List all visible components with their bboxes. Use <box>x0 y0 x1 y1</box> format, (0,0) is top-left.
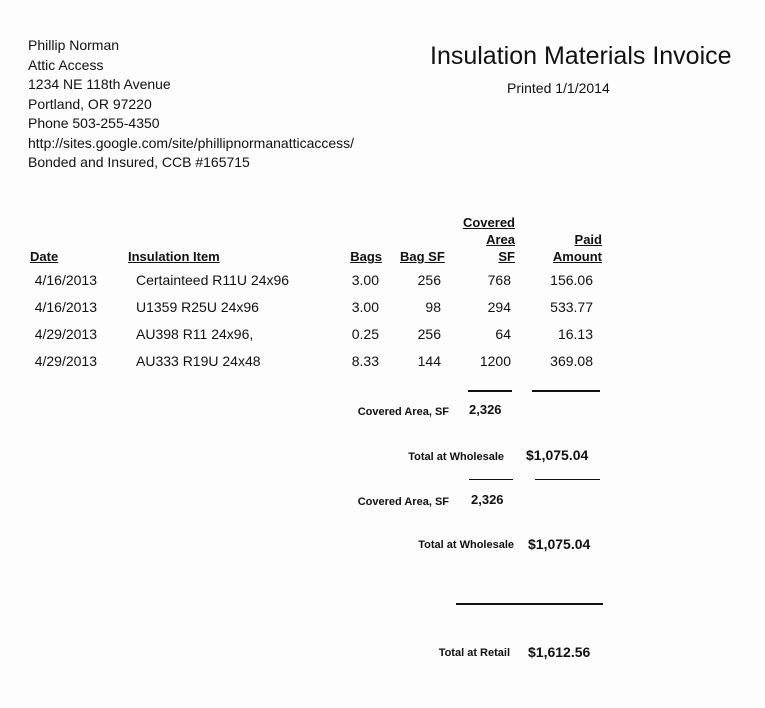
column-header: Date <box>30 249 59 264</box>
table-cell: 4/29/2013 <box>34 353 97 369</box>
table-cell: AU398 R11 24x96, <box>136 326 254 342</box>
rule <box>469 479 513 480</box>
summary-value: 2,326 <box>469 402 502 417</box>
table-cell: 64 <box>495 326 511 342</box>
table-cell: 3.00 <box>351 272 379 288</box>
company-line: Phillip Norman <box>28 37 120 53</box>
table-cell: 3.00 <box>351 299 379 315</box>
table-cell: U1359 R25U 24x96 <box>136 299 259 315</box>
table-cell: 369.08 <box>550 353 593 369</box>
table-cell: 256 <box>417 272 441 288</box>
column-header: Bags <box>350 249 382 264</box>
summary-label: Covered Area, SF <box>357 406 449 418</box>
table-cell: 144 <box>417 353 441 369</box>
table-cell: 16.13 <box>557 326 593 342</box>
table-cell: 533.77 <box>550 299 593 315</box>
table-cell: 256 <box>417 326 441 342</box>
table-cell: 156.06 <box>550 272 593 288</box>
table-cell: 0.25 <box>351 326 379 342</box>
table-cell: AU333 R19U 24x48 <box>136 353 261 369</box>
rule <box>468 390 512 392</box>
company-line: Phone 503-255-4350 <box>28 115 160 131</box>
summary-label: Total at Retail <box>438 647 510 659</box>
company-line: Attic Access <box>28 56 104 73</box>
column-header: Covered Area SF <box>462 215 515 264</box>
table-cell: 1200 <box>479 353 511 369</box>
column-header: Paid Amount <box>552 232 602 264</box>
summary-value: $1,075.04 <box>528 536 591 552</box>
summary-label: Total at Wholesale <box>418 539 514 551</box>
rule <box>535 479 600 480</box>
table-cell: 4/16/2013 <box>34 272 97 288</box>
company-line: Portland, OR 97220 <box>28 95 152 112</box>
table-cell: 8.33 <box>351 353 379 369</box>
company-line: http://sites.google.com/site/phillipnorm… <box>28 134 355 151</box>
printed-date: Printed 1/1/2014 <box>507 80 610 96</box>
summary-label: Covered Area, SF <box>357 496 449 508</box>
summary-label: Total at Wholesale <box>408 451 504 463</box>
table-cell: 4/29/2013 <box>34 326 97 342</box>
table-cell: 4/16/2013 <box>34 299 97 315</box>
company-line: 1234 NE 118th Avenue <box>28 76 171 92</box>
company-line: Bonded and Insured, CCB #165715 <box>28 154 250 170</box>
table-cell: 98 <box>425 299 441 315</box>
invoice-title: Insulation Materials Invoice <box>430 42 732 70</box>
summary-value: $1,075.04 <box>526 447 589 463</box>
column-header: Bag SF <box>400 249 445 264</box>
summary-value: 2,326 <box>471 492 504 507</box>
rule <box>456 603 603 605</box>
rule <box>532 390 600 392</box>
table-cell: 768 <box>487 272 511 288</box>
summary-value: $1,612.56 <box>528 644 591 660</box>
table-cell: 294 <box>487 299 511 315</box>
table-cell: Certainteed R11U 24x96 <box>136 272 290 288</box>
column-header: Insulation Item <box>128 249 220 264</box>
